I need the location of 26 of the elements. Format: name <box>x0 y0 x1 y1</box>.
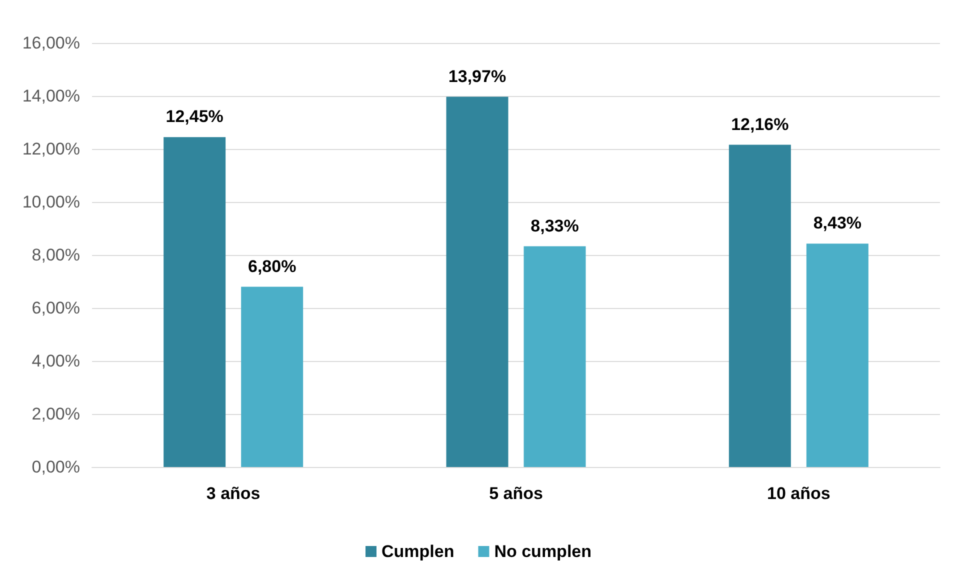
bar <box>728 144 791 467</box>
bar <box>241 286 304 467</box>
bar <box>164 137 226 467</box>
data-label: 12,45% <box>166 107 224 126</box>
legend-label: No cumplen <box>494 542 592 561</box>
x-tick-label: 5 años <box>489 484 543 503</box>
x-tick-label: 3 años <box>206 484 260 503</box>
y-tick-label: 14,00% <box>22 86 80 106</box>
bar <box>806 244 868 467</box>
bar <box>524 246 586 467</box>
y-tick-label: 12,00% <box>22 140 80 158</box>
y-tick-label: 0,00% <box>32 458 80 476</box>
y-tick-label: 4,00% <box>32 352 80 370</box>
data-label: 6,80% <box>248 256 296 276</box>
data-label: 8,43% <box>813 214 862 233</box>
y-tick-label: 10,00% <box>22 192 80 212</box>
bar <box>446 96 508 467</box>
legend-label: Cumplen <box>381 542 454 561</box>
data-label: 12,16% <box>731 114 789 134</box>
y-tick-label: 2,00% <box>32 404 80 424</box>
data-label: 13,97% <box>448 66 506 86</box>
data-label: 8,33% <box>530 216 579 236</box>
y-tick-label: 16,00% <box>22 34 80 52</box>
x-tick-label: 10 años <box>767 484 830 503</box>
y-tick-label: 6,00% <box>32 298 80 318</box>
y-tick-label: 8,00% <box>32 246 80 264</box>
